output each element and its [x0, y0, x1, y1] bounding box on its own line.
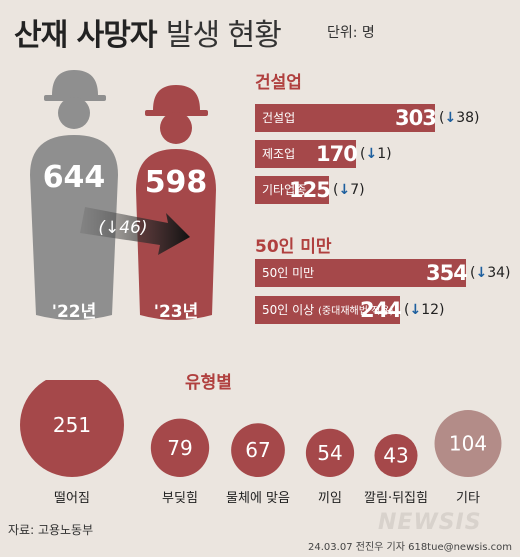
- source-label: 자료: 고용노동부: [8, 523, 94, 537]
- decrease-arrow-icon: [80, 207, 190, 255]
- bar-value-1: 170: [316, 142, 358, 166]
- bubble-2: [231, 423, 285, 477]
- watermark-logo: NEWSIS: [378, 510, 482, 535]
- bubble-value-2: 67: [245, 438, 270, 462]
- person-2023: [136, 85, 216, 320]
- bubble-4: [374, 433, 418, 477]
- bar-1: [255, 296, 400, 324]
- bar-change-1: (↓1): [360, 146, 392, 162]
- bubble-value-4: 43: [383, 443, 408, 467]
- credit-label: 24.03.07 전진우 기자 618tue@newsis.com: [308, 542, 512, 553]
- bubble-label-4: 깔림·뒤집힘: [364, 491, 428, 506]
- bubble-value-0: 251: [53, 413, 91, 437]
- year-label-2023: '23년: [154, 302, 199, 322]
- bar-label-0: 건설업: [262, 111, 296, 125]
- bubble-1: [150, 418, 210, 477]
- type-bubble-chart: 251 79 67 54 43 104: [20, 380, 502, 477]
- bar-2: [255, 176, 329, 204]
- unit-label: 단위: 명: [327, 25, 375, 41]
- bubble-5: [434, 410, 502, 477]
- bubble-0: [20, 380, 124, 477]
- bar-1: [255, 140, 356, 168]
- title-sub: 발생 현황: [165, 18, 282, 53]
- value-2022: 644: [43, 160, 106, 195]
- helmet-2023-icon: [148, 85, 205, 113]
- industry-section-title: 건설업: [255, 73, 302, 93]
- bubble-value-3: 54: [317, 441, 342, 465]
- bar-label-0: 50인 미만: [262, 266, 315, 280]
- bar-label-1: 50인 이상 (중대재해법 적용): [262, 303, 394, 317]
- person-2022: [30, 70, 118, 320]
- bar-label-1: 제조업: [262, 147, 296, 161]
- bubble-label-5: 기타: [456, 491, 480, 506]
- bar-value-2: 125: [289, 178, 331, 202]
- bar-0: [255, 104, 435, 132]
- people-chart: 644 598 (↓46) '22년 '23년: [30, 70, 216, 322]
- bubble-label-0: 떨어짐: [54, 491, 90, 506]
- bubble-3: [305, 428, 355, 477]
- bar-change-0: (↓38): [439, 110, 480, 126]
- bar-change-1: (↓12): [404, 302, 445, 318]
- bubble-label-2: 물체에 맞음: [226, 491, 290, 506]
- type-section-title: 유형별: [185, 373, 232, 393]
- bar-value-0: 303: [395, 106, 437, 130]
- bar-label-2: 기타업종: [262, 183, 307, 197]
- bubble-value-1: 79: [167, 436, 192, 460]
- change-label: (↓46): [98, 218, 147, 238]
- bubble-label-3: 끼임: [318, 491, 342, 506]
- bar-value-1: 244: [360, 298, 402, 322]
- bubble-label-1: 부딪힘: [162, 491, 198, 506]
- size-section-title: 50인 미만: [255, 237, 332, 257]
- bubble-value-5: 104: [449, 432, 487, 456]
- bar-change-0: (↓34): [470, 265, 511, 281]
- bar-change-2: (↓7): [333, 182, 365, 198]
- helmet-2022-icon: [47, 70, 103, 98]
- year-label-2022: '22년: [52, 302, 97, 322]
- chart-title: 산재 사망자 발생 현황: [14, 10, 282, 54]
- value-2023: 598: [145, 165, 208, 200]
- title-main: 산재 사망자: [14, 18, 157, 53]
- bar-0: [255, 259, 466, 287]
- bar-value-0: 354: [426, 261, 468, 285]
